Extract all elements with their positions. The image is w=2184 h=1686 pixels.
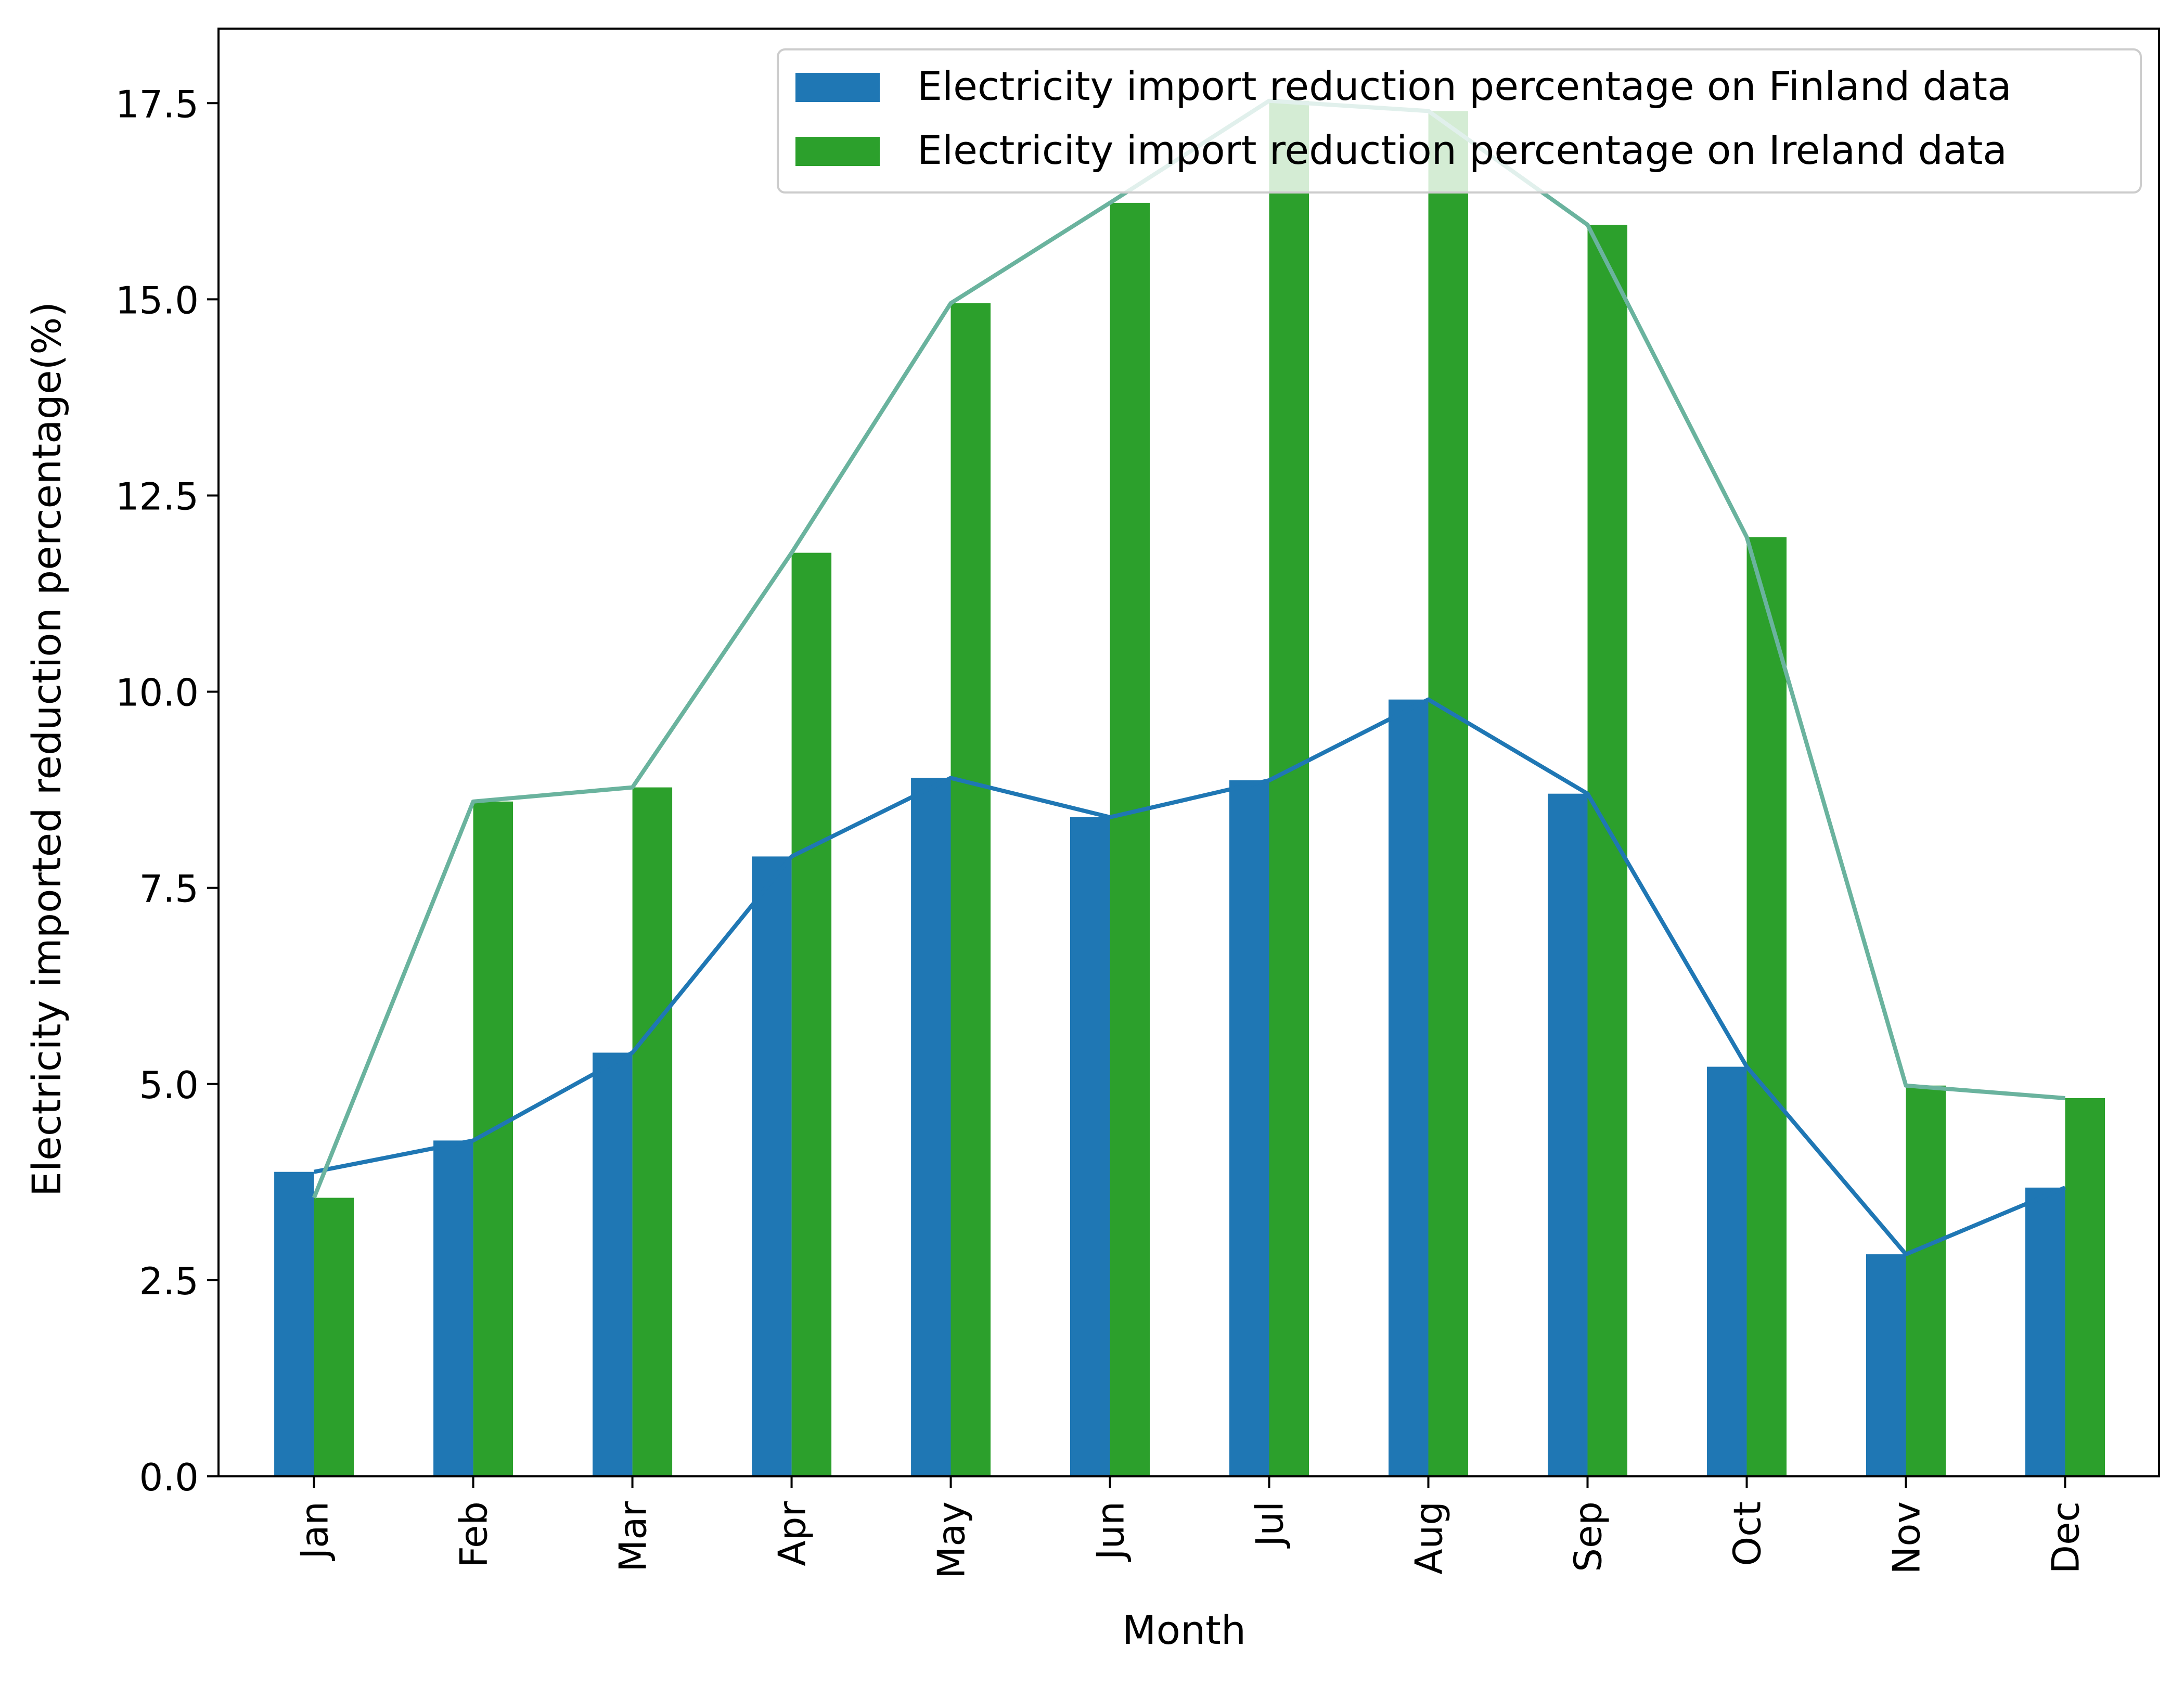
y-tick-label: 10.0 — [115, 671, 199, 715]
x-tick-label-feb: Feb — [452, 1501, 496, 1567]
legend-swatch-finland — [795, 73, 880, 102]
legend-label-ireland: Electricity import reduction percentage … — [917, 127, 2007, 173]
y-tick-label: 17.5 — [115, 82, 199, 126]
bar-finland-may — [911, 778, 951, 1476]
bar-ireland-mar — [632, 787, 673, 1476]
bar-ireland-may — [950, 303, 991, 1477]
legend-swatch-ireland — [795, 137, 880, 166]
x-tick-label-oct: Oct — [1726, 1501, 1769, 1566]
bar-ireland-dec — [2065, 1098, 2105, 1476]
bar-ireland-jan — [314, 1198, 354, 1476]
bar-finland-feb — [433, 1140, 473, 1476]
bar-ireland-nov — [1906, 1085, 1946, 1476]
x-tick-label-jan: Jan — [293, 1501, 337, 1561]
x-axis-label: Month — [1122, 1607, 1246, 1653]
x-tick-label-apr: Apr — [770, 1501, 814, 1566]
x-tick-label-sep: Sep — [1566, 1501, 1610, 1572]
bar-finland-jul — [1229, 780, 1269, 1476]
x-tick-label-may: May — [930, 1501, 973, 1579]
bar-ireland-aug — [1428, 111, 1468, 1477]
trend-line-finland — [313, 697, 2066, 1257]
bar-finland-sep — [1548, 793, 1588, 1476]
bar-ireland-jun — [1110, 202, 1150, 1477]
legend-label-finland: Electricity import reduction percentage … — [917, 63, 2012, 109]
bar-ireland-apr — [791, 552, 832, 1476]
y-tick-label: 15.0 — [115, 278, 199, 322]
bar-finland-dec — [2025, 1187, 2065, 1476]
y-tick-label: 7.5 — [139, 867, 199, 911]
bar-finland-oct — [1707, 1066, 1747, 1476]
bar-finland-mar — [593, 1052, 633, 1476]
y-tick-label: 0.0 — [139, 1456, 199, 1499]
y-tick-label: 5.0 — [139, 1063, 199, 1107]
x-tick-label-aug: Aug — [1407, 1501, 1451, 1575]
legend-box — [777, 48, 2142, 194]
bar-finland-apr — [752, 856, 792, 1476]
x-tick-label-jun: Jun — [1089, 1501, 1133, 1562]
bar-finland-jan — [274, 1172, 314, 1476]
bar-ireland-oct — [1746, 537, 1787, 1476]
bar-finland-nov — [1866, 1254, 1906, 1476]
x-tick-label-nov: Nov — [1885, 1501, 1929, 1575]
legend: Electricity import reduction percentage … — [777, 48, 2142, 194]
axes-layer: 0.0 2.5 5.0 7.5 10.0 12.5 15.0 17.5 Jan Feb Mar Apr… — [115, 28, 2160, 1579]
bar-finland-aug — [1389, 699, 1429, 1476]
bar-finland-jun — [1070, 817, 1110, 1476]
y-tick-label: 2.5 — [139, 1259, 199, 1303]
bars-layer — [274, 100, 2105, 1477]
y-tick-label: 12.5 — [115, 474, 199, 518]
x-tick-label-mar: Mar — [611, 1501, 655, 1572]
x-tick-label-dec: Dec — [2044, 1501, 2088, 1574]
x-tick-label-jul: Jul — [1248, 1501, 1292, 1549]
plot-frame — [217, 28, 2160, 1477]
bar-ireland-jul — [1269, 100, 1309, 1476]
y-axis-label: Electricity imported reduction percentag… — [23, 302, 70, 1196]
